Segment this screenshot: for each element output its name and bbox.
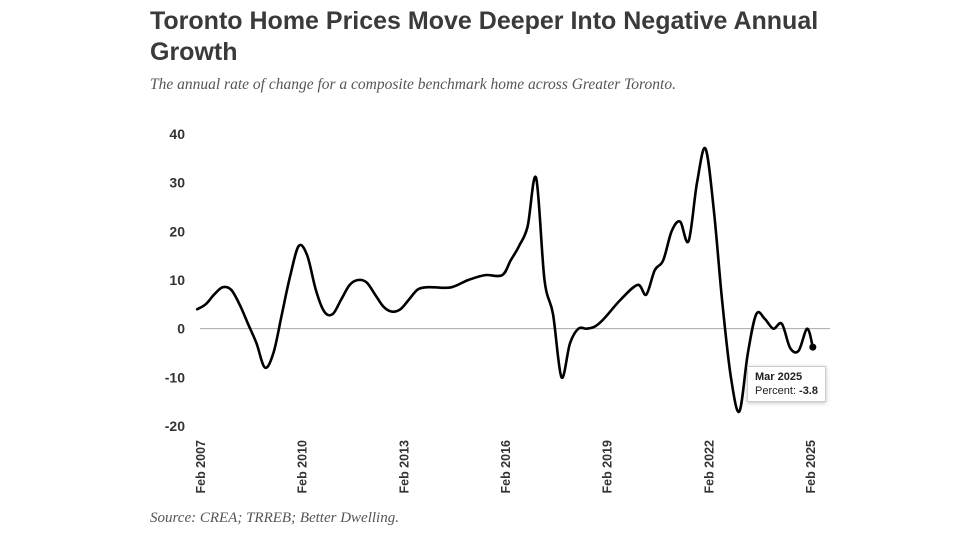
y-tick-label: 0 [177,321,185,337]
x-tick-label: Feb 2016 [499,440,513,494]
series-line [195,146,815,414]
tooltip: Mar 2025 Percent: -3.8 [747,366,826,402]
y-tick-label: 40 [169,126,185,142]
x-tick-label: Feb 2010 [296,440,310,494]
chart-title: Toronto Home Prices Move Deeper Into Neg… [150,7,819,66]
x-tick-label: Feb 2013 [397,440,411,494]
x-tick-label: Feb 2019 [601,440,615,494]
y-tick-label: 30 [169,175,185,191]
chart-subtitle: The annual rate of change for a composit… [150,76,676,93]
line-chart: 40 30 20 10 0 -10 -20 Feb 2007 Feb 2010 Feb 2013 F… [165,126,830,494]
tooltip-label: Percent: [755,385,800,397]
tooltip-date: Mar 2025 [755,371,803,383]
y-tick-label: 20 [169,223,185,239]
x-tick-label: Feb 2022 [702,440,716,494]
x-tick-label: Feb 2025 [804,440,818,494]
y-tick-label: 10 [169,272,185,288]
tooltip-value: -3.8 [799,385,818,397]
data-point-highlight [809,343,817,351]
y-tick-label: -10 [165,369,185,385]
y-tick-label: -20 [165,418,185,434]
source-note: Source: CREA; TRREB; Better Dwelling. [150,510,399,526]
x-tick-label: Feb 2007 [194,440,208,494]
